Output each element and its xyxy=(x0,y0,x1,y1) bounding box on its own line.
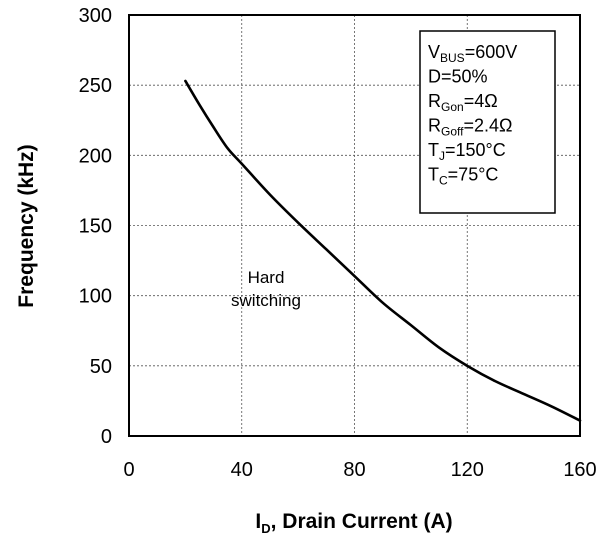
param-sub: C xyxy=(439,174,448,188)
param-line: VBUS=600V xyxy=(428,42,517,65)
param-line: TC=75°C xyxy=(428,165,498,188)
x-tick-label: 80 xyxy=(343,459,365,481)
y-tick-label: 100 xyxy=(79,286,112,308)
param-line: RGon=4Ω xyxy=(428,91,498,114)
param-rest: =150°C xyxy=(445,140,506,160)
plot-frame xyxy=(128,14,581,437)
y-tick-label: 300 xyxy=(79,5,112,27)
y-tick-label: 50 xyxy=(90,356,112,378)
param-main: T xyxy=(428,165,439,185)
param-sub: J xyxy=(439,149,445,163)
param-rest: =2.4Ω xyxy=(463,116,512,136)
param-line: RGoff=2.4Ω xyxy=(428,116,512,139)
annotation-switching: switching xyxy=(231,291,301,310)
param-main: R xyxy=(428,116,441,136)
param-sub: Goff xyxy=(441,125,464,139)
y-tick-label: 150 xyxy=(79,216,112,238)
param-line: D=50% xyxy=(428,67,488,87)
x-axis-label-main: I xyxy=(255,510,261,533)
annotation-hard: Hard xyxy=(248,268,285,287)
param-sub: Gon xyxy=(441,100,464,114)
param-main: R xyxy=(428,91,441,111)
x-tick-label: 40 xyxy=(231,459,253,481)
grid-lines xyxy=(129,15,580,436)
x-axis-label-rest: , Drain Current (A) xyxy=(271,510,453,533)
param-rest: =600V xyxy=(465,42,518,62)
parameter-list: VBUS=600VD=50%RGon=4ΩRGoff=2.4ΩTJ=150°CT… xyxy=(428,42,517,188)
x-tick-label: 160 xyxy=(563,459,596,481)
param-rest: =4Ω xyxy=(464,91,498,111)
param-main: V xyxy=(428,42,440,62)
y-tick-label: 200 xyxy=(79,145,112,167)
series-line-frequency xyxy=(184,79,582,422)
x-tick-label: 120 xyxy=(451,459,484,481)
param-line: TJ=150°C xyxy=(428,140,506,163)
param-sub: BUS xyxy=(440,51,465,65)
y-tick-label: 0 xyxy=(101,426,112,448)
x-tick-label: 0 xyxy=(123,459,134,481)
y-tick-label: 250 xyxy=(79,75,112,97)
param-rest: =75°C xyxy=(448,165,499,185)
y-axis-label: Frequency (kHz) xyxy=(15,144,38,307)
param-main: T xyxy=(428,140,439,160)
x-axis-label: ID, Drain Current (A) xyxy=(255,510,452,536)
parameter-box xyxy=(419,30,556,214)
x-tick-labels: 0 40 80 120 160 xyxy=(123,459,596,481)
param-main: D=50% xyxy=(428,67,488,87)
x-axis-label-sub: D xyxy=(261,521,270,536)
y-tick-labels: 0 50 100 150 200 250 300 xyxy=(79,5,112,448)
